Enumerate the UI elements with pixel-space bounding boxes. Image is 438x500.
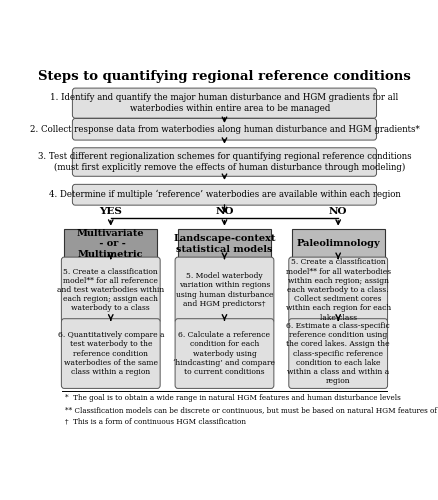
Text: 2. Collect response data from waterbodies along human disturbance and HGM gradie: 2. Collect response data from waterbodie… <box>30 125 419 134</box>
FancyBboxPatch shape <box>64 230 157 258</box>
Text: 5. Model waterbody
variation within regions
using human disturbance
and HGM pred: 5. Model waterbody variation within regi… <box>176 272 273 308</box>
Text: †  This is a form of continuous HGM classification: † This is a form of continuous HGM class… <box>65 418 246 426</box>
Text: NO: NO <box>215 207 234 216</box>
FancyBboxPatch shape <box>72 184 377 205</box>
Text: Paleolimnology: Paleolimnology <box>297 240 380 248</box>
Text: Steps to quantifying regional reference conditions: Steps to quantifying regional reference … <box>38 70 411 82</box>
Text: 6. Estimate a class-specific
reference condition using
the cored lakes. Assign t: 6. Estimate a class-specific reference c… <box>286 322 390 385</box>
FancyBboxPatch shape <box>72 148 377 176</box>
Text: 5. Create a classification
model** for all waterbodies
within each region; assig: 5. Create a classification model** for a… <box>286 258 391 322</box>
Text: ** Classification models can be discrete or continuous, but must be based on nat: ** Classification models can be discrete… <box>65 406 438 413</box>
Text: 3. Test different regionalization schemes for quantifying regional reference con: 3. Test different regionalization scheme… <box>38 152 411 172</box>
FancyBboxPatch shape <box>72 118 377 140</box>
Text: 6. Quantitatively compare a
test waterbody to the
reference condition
waterbodie: 6. Quantitatively compare a test waterbo… <box>57 331 164 376</box>
Text: NO: NO <box>329 207 347 216</box>
FancyBboxPatch shape <box>61 318 160 388</box>
FancyBboxPatch shape <box>175 257 274 323</box>
FancyBboxPatch shape <box>289 257 388 323</box>
FancyBboxPatch shape <box>175 318 274 388</box>
Text: 1. Identify and quantify the major human disturbance and HGM gradients for all
 : 1. Identify and quantify the major human… <box>50 94 399 113</box>
Text: 5. Create a classification
model** for all reference
and test waterbodies within: 5. Create a classification model** for a… <box>57 268 164 312</box>
Text: Multivariate
 - or -
Multimetric: Multivariate - or - Multimetric <box>77 229 145 258</box>
FancyBboxPatch shape <box>289 318 388 388</box>
Text: 6. Calculate a reference
condition for each
waterbody using
‘hindcasting’ and co: 6. Calculate a reference condition for e… <box>173 331 276 376</box>
FancyBboxPatch shape <box>292 230 385 258</box>
FancyBboxPatch shape <box>61 257 160 323</box>
Text: *  The goal is to obtain a wide range in natural HGM features and human disturba: * The goal is to obtain a wide range in … <box>65 394 401 402</box>
Text: Landscape-context
statistical models: Landscape-context statistical models <box>173 234 276 254</box>
FancyBboxPatch shape <box>178 230 271 258</box>
FancyBboxPatch shape <box>72 88 377 118</box>
Text: YES: YES <box>99 207 122 216</box>
Text: 4. Determine if multiple ‘reference’ waterbodies are available within each regio: 4. Determine if multiple ‘reference’ wat… <box>49 190 400 200</box>
